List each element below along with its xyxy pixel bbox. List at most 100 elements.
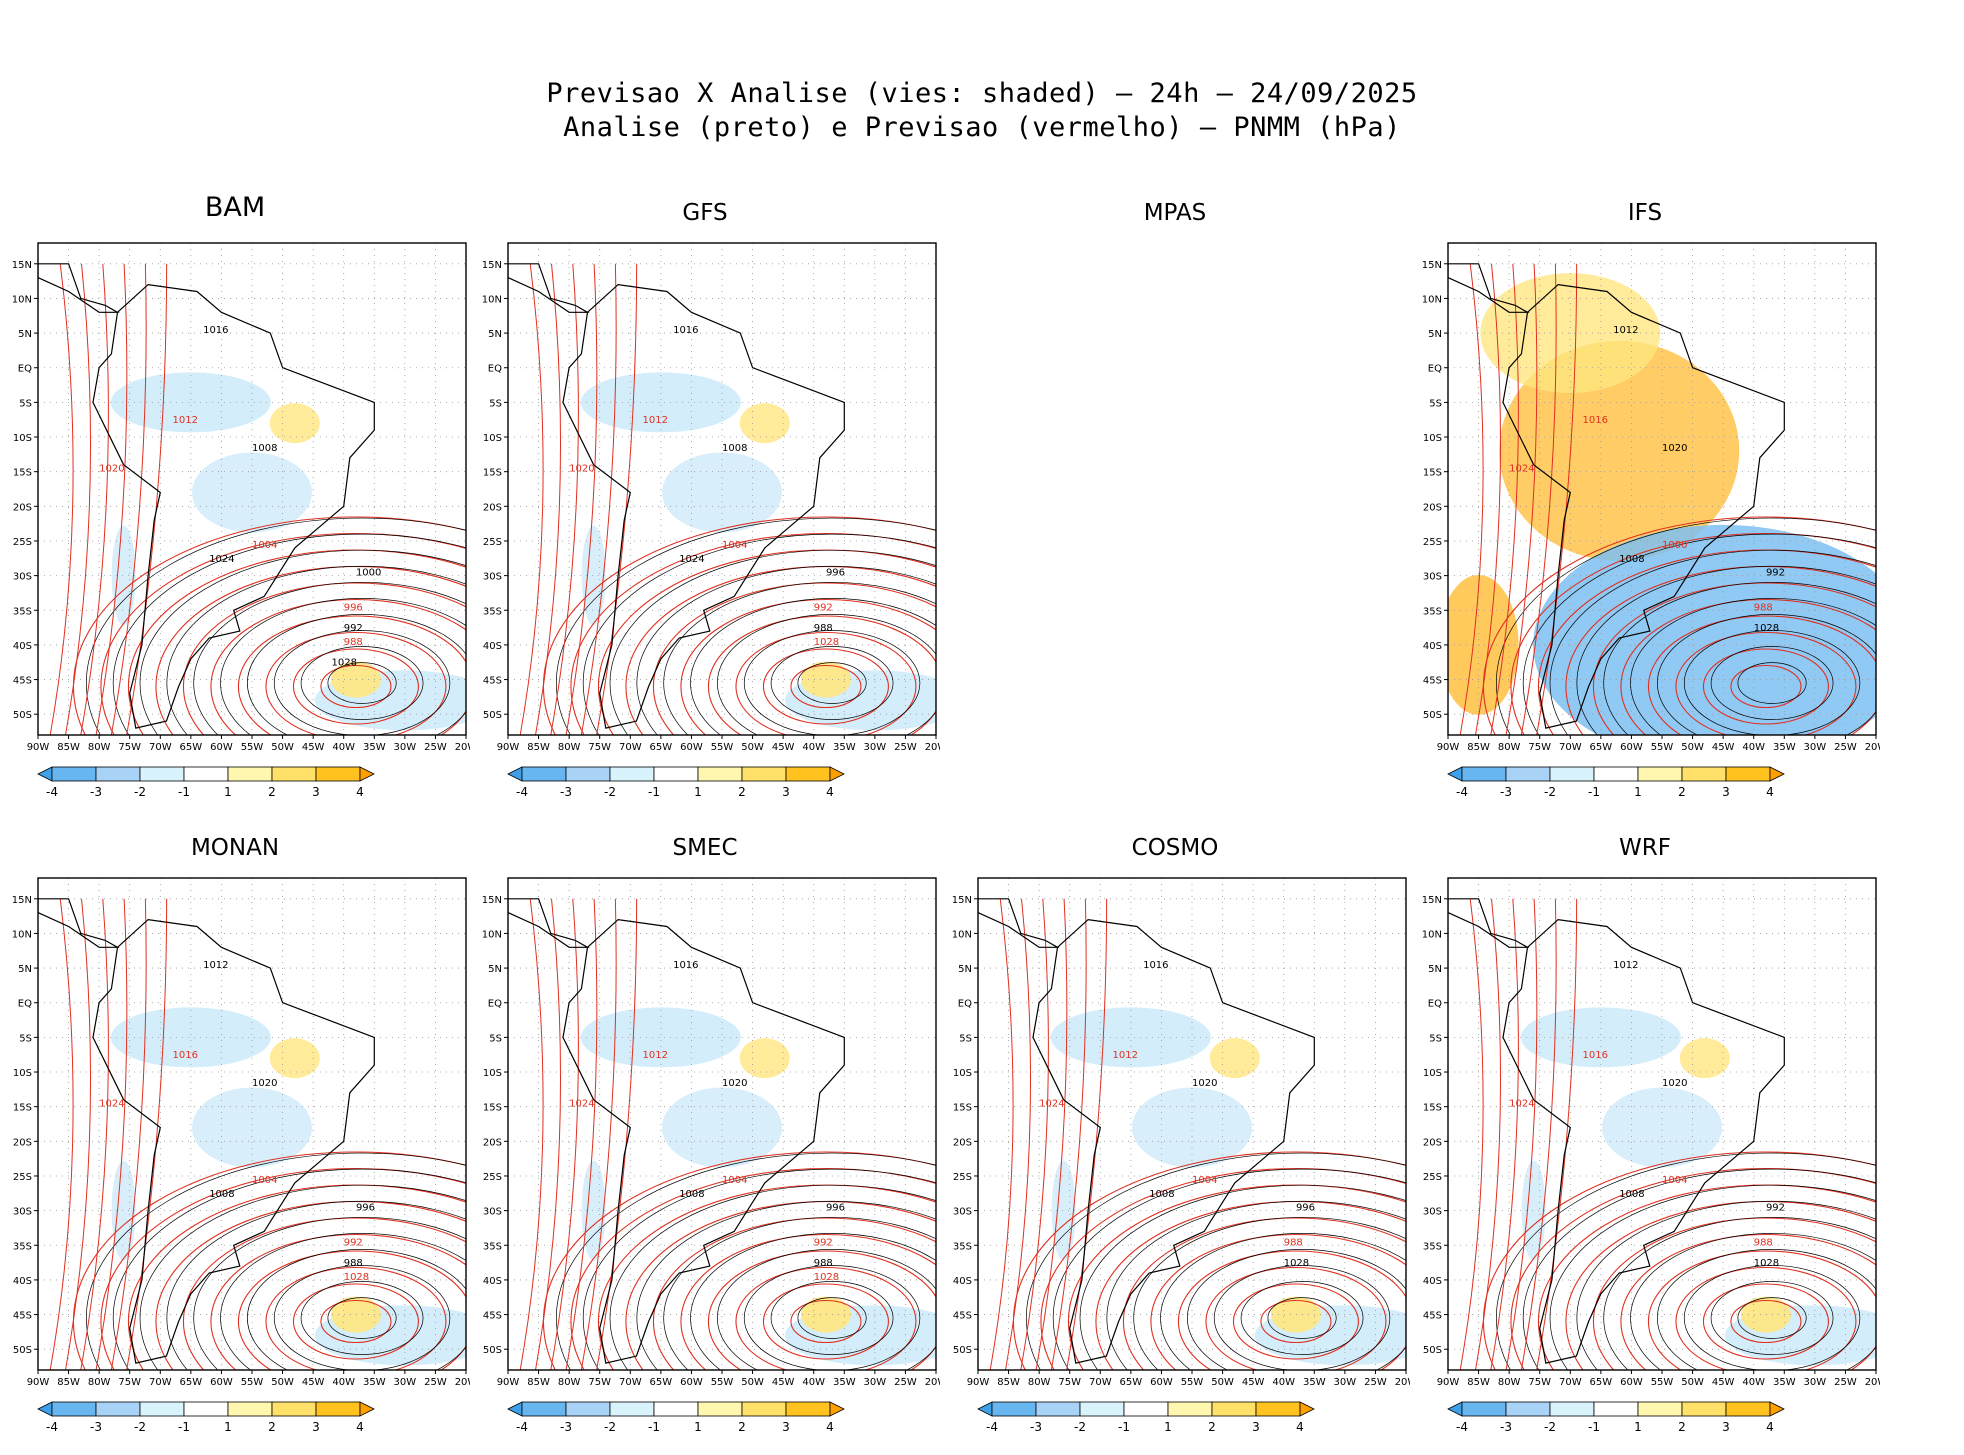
forecast-isobar <box>762 648 889 725</box>
isobar-label: 1020 <box>99 464 124 475</box>
lon-tick-label: 25W <box>1834 1377 1857 1388</box>
colorbar: -4 -3 -2 -1 1 2 3 4 <box>977 1401 1315 1434</box>
forecast-isobar <box>210 598 466 735</box>
forecast-isobar <box>707 615 936 735</box>
analysis-isobar <box>166 1200 466 1370</box>
map-plot: 1012 1016 1020 1024 1008 1004 996 992 988 1028 90W… <box>12 877 470 1388</box>
isobar-label: 1000 <box>356 568 381 579</box>
analysis-isobar <box>1160 1233 1406 1370</box>
lon-tick-label: 35W <box>1303 1377 1326 1388</box>
lon-tick-label: 20W <box>1865 1377 1880 1388</box>
forecast-isobar <box>265 631 447 735</box>
lon-tick-label: 65W <box>1590 742 1613 753</box>
bias-negative-area <box>1520 1007 1681 1068</box>
colorbar-segment <box>785 1401 831 1417</box>
colorbar-segment <box>1167 1401 1213 1417</box>
coastline-south-america <box>92 918 375 1364</box>
forecast-isobar <box>989 898 1014 1370</box>
analysis-isobar <box>86 1152 466 1370</box>
lat-tick-label: 20S <box>13 1137 32 1148</box>
lat-tick-label: 10N <box>12 929 32 940</box>
lon-tick-label: 35W <box>1773 742 1796 753</box>
lon-tick-label: 75W <box>1058 1377 1081 1388</box>
lat-tick-label: 10N <box>12 294 32 305</box>
colorbar-label: -4 <box>516 1420 528 1434</box>
isobar-label: 1024 <box>1509 464 1534 475</box>
isobar-label: 996 <box>356 1203 375 1214</box>
colorbar-segment <box>991 1401 1037 1417</box>
bias-negative-area <box>110 1007 271 1068</box>
lon-tick-label: 55W <box>241 1377 264 1388</box>
lon-tick-label: 30W <box>1804 742 1827 753</box>
colorbar-label: -4 <box>46 1420 58 1434</box>
lat-tick-label: 15N <box>1422 895 1442 906</box>
lat-tick-label: 15N <box>12 260 32 271</box>
forecast-isobar <box>1475 263 1502 735</box>
forecast-isobar <box>49 898 74 1370</box>
lat-tick-label: 50S <box>1423 1345 1442 1356</box>
isobar-label: 992 <box>1766 1203 1785 1214</box>
forecast-isobar <box>680 1233 936 1370</box>
lon-tick-label: 90W <box>27 1377 50 1388</box>
panel-smec: SMEC 1016 1012 1020 1024 1008 1004 996 992 988 102… <box>470 835 940 1455</box>
lat-tick-label: 10S <box>483 433 502 444</box>
lat-tick-label: 15S <box>1423 468 1442 479</box>
forecast-isobar <box>735 631 917 735</box>
lat-tick-label: 50S <box>953 1345 972 1356</box>
forecast-isobar <box>110 263 147 735</box>
colorbar-label: -2 <box>134 1420 146 1434</box>
colorbar-label: 4 <box>356 1420 364 1434</box>
forecast-isobar <box>1510 532 1876 735</box>
analysis-isobar <box>1522 533 1876 735</box>
isobar-label: 1004 <box>252 540 277 551</box>
lon-tick-label: 55W <box>1651 742 1674 753</box>
colorbar: -4 -3 -2 -1 1 2 3 4 <box>37 766 375 799</box>
forecast-isobar <box>707 1250 936 1370</box>
lat-tick-label: 15N <box>482 260 502 271</box>
lon-tick-label: 80W <box>88 1377 111 1388</box>
colorbar-label: -1 <box>1588 1420 1600 1434</box>
colorbar-label: -1 <box>648 785 660 799</box>
lon-tick-label: 45W <box>1712 1377 1735 1388</box>
isobar-label: 988 <box>344 637 363 648</box>
colorbar-segment <box>1461 1401 1507 1417</box>
lat-tick-label: 15S <box>953 1103 972 1114</box>
isobar-label: 1008 <box>722 443 747 454</box>
lon-tick-label: 80W <box>88 742 111 753</box>
map-plot: 1016 1012 1020 1024 1008 1004 996 992 988 1028 90W… <box>482 877 940 1388</box>
analysis-isobar <box>139 549 466 735</box>
analysis-isobar <box>220 598 466 735</box>
colorbar-label: -4 <box>1456 785 1468 799</box>
colorbar-segment <box>1637 766 1683 782</box>
lat-tick-label: 45S <box>483 1311 502 1322</box>
colorbar-label: -3 <box>560 785 572 799</box>
analysis-isobar <box>112 1168 466 1370</box>
colorbar-segment <box>521 766 567 782</box>
isobar-label: 1024 <box>1039 1099 1064 1110</box>
analysis-isobar <box>1549 549 1876 735</box>
analysis-isobar <box>663 1216 936 1370</box>
analysis-isobar <box>1630 598 1876 735</box>
isobar-label: 1020 <box>252 1078 277 1089</box>
colorbar-label: -2 <box>604 785 616 799</box>
lon-tick-label: 85W <box>57 742 80 753</box>
colorbar-label: 4 <box>826 785 834 799</box>
forecast-isobar <box>1035 898 1068 1370</box>
colorbar-segment <box>1593 766 1639 782</box>
lon-tick-label: 65W <box>180 742 203 753</box>
lat-tick-label: 10S <box>1423 433 1442 444</box>
panel-title: WRF <box>1619 835 1671 861</box>
isobar-label: 1016 <box>1583 415 1608 426</box>
lon-tick-label: 70W <box>619 1377 642 1388</box>
colorbar-label: 2 <box>1678 1420 1686 1434</box>
forecast-isobar <box>320 1299 392 1344</box>
lat-tick-label: 40S <box>483 641 502 652</box>
forecast-isobar <box>1675 631 1857 735</box>
lat-tick-label: 45S <box>1423 676 1442 687</box>
analysis-isobar <box>1603 581 1876 735</box>
colorbar-segment <box>1079 1401 1125 1417</box>
bias-negative-area <box>581 525 606 626</box>
analysis-isobar <box>1106 1200 1406 1370</box>
lon-tick-label: 45W <box>1712 742 1735 753</box>
forecast-isobar <box>80 263 109 735</box>
